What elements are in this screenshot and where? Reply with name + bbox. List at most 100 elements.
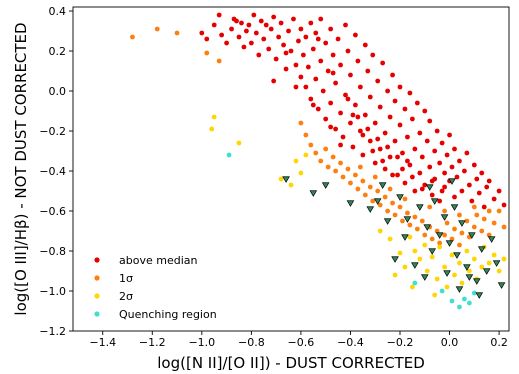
data-point [348, 180, 353, 186]
data-point [459, 280, 465, 286]
data-point [405, 210, 410, 216]
y-tick-label: −0.6 [39, 205, 66, 218]
data-point [333, 168, 338, 174]
data-point [432, 148, 438, 154]
data-point [211, 22, 217, 28]
data-point [457, 212, 462, 218]
data-point [362, 192, 368, 198]
data-point [437, 244, 443, 250]
data-point [397, 84, 403, 90]
data-point [271, 78, 277, 84]
y-tick-label: 0.0 [49, 85, 67, 98]
data-point [422, 242, 428, 248]
data-point [308, 96, 314, 102]
series-2 [209, 114, 507, 298]
data-point [216, 12, 222, 18]
data-point [466, 268, 472, 274]
data-point [330, 52, 336, 58]
data-point [357, 84, 363, 90]
data-point [402, 196, 408, 202]
data-point [303, 152, 309, 158]
data-point [323, 146, 329, 152]
ticks-layer: −1.4 −1.2 −1.0 −0.8 −0.6 −0.4 −0.2 0.0 0.2 −1.2 −1… [39, 5, 508, 349]
data-point [442, 232, 447, 238]
data-point [449, 252, 455, 258]
data-point [296, 38, 301, 44]
data-point [442, 170, 447, 176]
data-point [338, 142, 343, 148]
data-point [409, 116, 415, 122]
data-point [154, 26, 160, 32]
data-point [392, 212, 398, 218]
data-point [303, 132, 309, 138]
data-point [377, 202, 383, 208]
data-point [496, 188, 502, 194]
data-point [298, 120, 304, 126]
data-point [310, 46, 316, 52]
data-point [288, 48, 294, 54]
x-tick-label: 0.2 [490, 336, 508, 349]
data-point [313, 76, 319, 82]
legend-marker [94, 311, 100, 317]
data-point [261, 36, 267, 42]
series-0 [199, 12, 507, 210]
data-point [367, 184, 373, 190]
data-point [340, 134, 346, 140]
data-point [425, 184, 434, 191]
x-tick-label: −1.0 [188, 336, 215, 349]
data-point [256, 52, 262, 58]
y-tick-label: 0.4 [49, 5, 67, 18]
data-point [409, 284, 415, 290]
data-point [320, 88, 326, 94]
data-point [454, 174, 460, 180]
data-point [457, 242, 462, 248]
data-point [268, 26, 274, 32]
data-point [390, 72, 395, 78]
data-point [465, 274, 474, 281]
data-point [486, 208, 492, 214]
data-point [429, 254, 435, 260]
data-point [375, 188, 381, 194]
data-point [417, 130, 423, 136]
y-axis-label: log([O III]/Hβ) - NOT DUST CORRECTED [12, 22, 30, 315]
series-1 [130, 26, 507, 248]
data-point [380, 60, 386, 66]
data-point [343, 22, 348, 28]
data-point [345, 48, 351, 54]
data-point [378, 182, 387, 189]
data-point [491, 196, 497, 202]
data-point [471, 290, 477, 296]
data-point [417, 170, 423, 176]
data-point [293, 158, 299, 164]
data-point [401, 234, 409, 241]
data-point [464, 248, 470, 254]
data-point [437, 198, 443, 204]
data-point [496, 268, 502, 274]
data-point [444, 152, 450, 158]
data-point [471, 204, 477, 210]
data-point [471, 162, 477, 168]
data-point [278, 176, 284, 182]
data-point [390, 200, 395, 206]
data-point [224, 40, 229, 46]
data-point [452, 146, 457, 152]
data-point [449, 164, 455, 170]
data-point [309, 190, 318, 197]
data-point [479, 228, 485, 234]
data-point [429, 236, 435, 242]
data-point [293, 84, 299, 90]
y-tick-label: −0.2 [39, 125, 66, 138]
data-point [382, 194, 388, 200]
x-tick-label: −0.2 [387, 336, 414, 349]
data-point [403, 216, 412, 223]
data-point [419, 186, 425, 192]
data-point [448, 178, 456, 185]
data-point [375, 78, 381, 84]
data-point [457, 260, 462, 266]
data-point [453, 252, 461, 259]
data-point [298, 170, 304, 176]
data-point [353, 102, 358, 108]
data-point [355, 186, 361, 192]
data-point [491, 220, 497, 226]
data-point [321, 182, 330, 189]
